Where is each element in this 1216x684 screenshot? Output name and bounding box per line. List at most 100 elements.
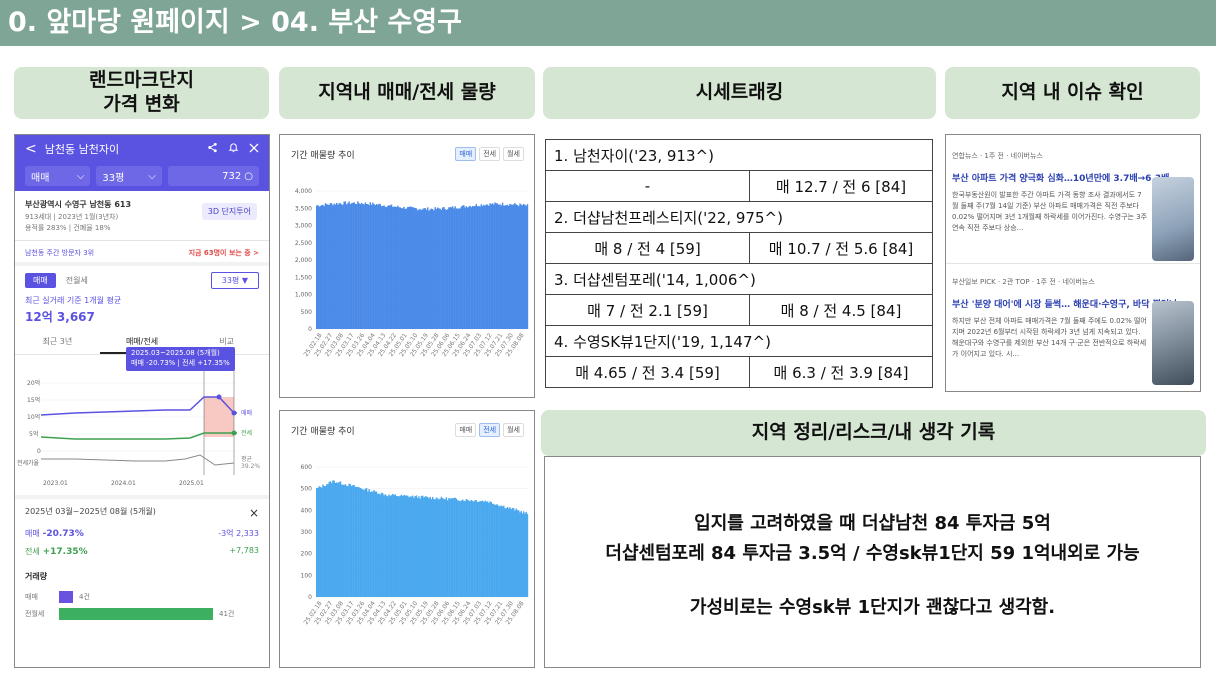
- volume-bar: [316, 487, 318, 597]
- volume-bar: [372, 202, 374, 329]
- volume-bar: [402, 495, 404, 597]
- volume-bar: [352, 202, 354, 329]
- bell-icon[interactable]: [228, 142, 239, 156]
- volume-bar: [480, 204, 483, 329]
- close-icon[interactable]: [249, 143, 259, 156]
- volume-bar: [343, 485, 345, 597]
- landmark-phone-screenshot: < 남천동 남천자이 매매 ⌵ 33평 ⌵ 732 ○ 부산광역시 수영구 남천동 6…: [14, 134, 270, 668]
- volume-bar: [448, 498, 450, 597]
- volume-bar: [489, 203, 491, 329]
- table-row: 매 7 / 전 2.1 [59] 매 8 / 전 4.5 [84]: [545, 294, 933, 326]
- volume-bar: [464, 501, 466, 597]
- volume-bar: [362, 203, 364, 329]
- close-icon[interactable]: ×: [248, 506, 259, 520]
- volume-bar: [367, 491, 369, 597]
- volume-bar: [342, 484, 344, 597]
- volume-bar: [438, 499, 440, 597]
- size-button[interactable]: 33평 ▼: [210, 272, 259, 289]
- volume-bar: [494, 505, 496, 597]
- tab-wolse[interactable]: 월세: [503, 423, 524, 437]
- jeonse-volume-chart: 기간 매물량 추이 매매 전세 월세 600 500 400 300 200 100 0 25…: [279, 410, 535, 668]
- tab-jeonse[interactable]: 전세: [479, 423, 501, 437]
- volume-bar: [431, 209, 434, 329]
- news-item[interactable]: 부산일보 PICK · 2관 TOP · 1주 전 · 네이버뉴스 부산 '분양…: [946, 277, 1200, 374]
- note-line: 더샵센텀포레 84 투자금 3.5억 / 수영sk뷰1단지 59 1억내외로 가…: [605, 543, 1140, 564]
- volume-bar: [413, 497, 415, 597]
- volume-bar: [350, 203, 353, 329]
- volume-bar: [317, 487, 319, 597]
- volume-bar: [339, 203, 342, 329]
- visitor-row[interactable]: 남천동 주간 방문자 3위 지금 63명이 보는 중 >: [25, 249, 259, 257]
- rent-volume-bar: [59, 608, 213, 620]
- volume-bar: [365, 488, 368, 597]
- volume-bar: [372, 491, 374, 597]
- volume-bar: [440, 209, 443, 329]
- tab-jeonse[interactable]: 전세: [479, 147, 501, 161]
- volume-bar: [342, 204, 344, 329]
- count-search[interactable]: 732 ○: [167, 166, 259, 186]
- volume-bar: [393, 206, 395, 329]
- volume-bar: [446, 500, 449, 597]
- volume-bar: [446, 209, 449, 329]
- back-icon[interactable]: <: [25, 141, 37, 157]
- rent-price-line: [40, 432, 237, 440]
- volume-bar: [460, 500, 463, 597]
- volume-bar: [449, 207, 451, 329]
- volume-bar: [363, 489, 365, 597]
- volume-bar: [398, 207, 400, 329]
- volume-bar: [505, 508, 507, 597]
- volume-bar: [514, 203, 516, 329]
- tab-compare[interactable]: 비교: [219, 337, 235, 346]
- volume-bar: [460, 206, 463, 329]
- size-select[interactable]: 33평 ⌵: [96, 166, 162, 186]
- sale-volume-bar: [59, 591, 73, 603]
- volume-bar: [509, 507, 511, 597]
- tour-button[interactable]: 3D 단지투어: [201, 203, 257, 220]
- price-chart: 20억 15억 10억 5억 0 전세가율 2023.01 2024.01 20…: [15, 347, 269, 495]
- tab-sale[interactable]: 매매: [25, 273, 56, 288]
- volume-bar: [428, 498, 430, 597]
- volume-bar: [486, 501, 489, 597]
- volume-bar: [367, 204, 369, 329]
- volume-bar: [419, 209, 421, 329]
- news-thumbnail[interactable]: [1152, 301, 1194, 385]
- volume-bar: [373, 490, 375, 597]
- y-tick-label: 500: [301, 309, 313, 316]
- y-tick-label: 3,500: [295, 205, 312, 212]
- chart-title: 기간 매물량 추이: [291, 151, 355, 161]
- volume-bar: [332, 205, 334, 329]
- volume-bar: [458, 500, 460, 597]
- tab-wolse[interactable]: 월세: [503, 147, 524, 161]
- volume-bar: [516, 509, 519, 597]
- volume-bar: [485, 204, 488, 329]
- tab-sale[interactable]: 매매: [455, 147, 477, 161]
- news-source: 부산일보 PICK · 2관 TOP · 1주 전 · 네이버뉴스: [952, 278, 1095, 286]
- tab-3years[interactable]: 최근 3년: [42, 337, 73, 346]
- volume-bar: [377, 494, 379, 597]
- change-summary: 2025년 03월~2025년 08월 (5개월) × 매매 -20.73% -…: [25, 506, 259, 557]
- news-title[interactable]: 부산 아파트 가격 양극화 심화…10년만에 3.7배→6.3배: [952, 174, 1170, 184]
- volume-bar: [470, 499, 473, 597]
- volume-bar: [475, 204, 478, 329]
- deal-type-select[interactable]: 매매 ⌵: [25, 166, 91, 186]
- volume-bar: [333, 203, 335, 329]
- volume-bar: [365, 203, 368, 329]
- volume-bar: [373, 204, 375, 329]
- volume-bar: [384, 206, 387, 329]
- y-tick: 0: [37, 448, 41, 455]
- volume-bar: [455, 208, 458, 329]
- tab-sale[interactable]: 매매: [455, 423, 477, 437]
- volume-bar: [414, 208, 416, 329]
- news-thumbnail[interactable]: [1152, 177, 1194, 261]
- table-row: 3. 더샵센텀포레('14, 1,006^): [545, 263, 933, 295]
- tab-rent[interactable]: 전월세: [65, 276, 88, 285]
- news-title[interactable]: 부산 '분양 대어'에 시장 들썩… 해운대·수영구, 바닥 찍었나: [952, 300, 1178, 310]
- volume-bar: [471, 206, 474, 329]
- volume-bar: [348, 201, 350, 329]
- volume-bar: [451, 206, 454, 329]
- volume-bar: [503, 505, 505, 597]
- volume-bar: [445, 209, 448, 329]
- share-icon[interactable]: [207, 142, 218, 156]
- news-item[interactable]: 연합뉴스 · 1주 전 · 네이버뉴스 부산 아파트 가격 양극화 심화…10년…: [946, 151, 1200, 248]
- volume-bar: [318, 206, 320, 329]
